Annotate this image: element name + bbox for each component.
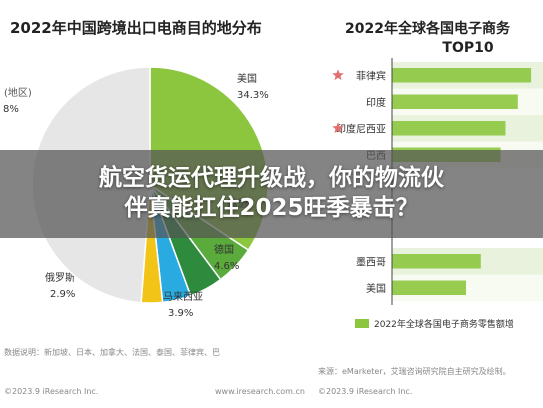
pie-slice-label: 俄罗斯 [45,271,75,284]
left-footer-url: www.iresearch.com.cn [215,387,305,396]
bar-category-label: 墨西哥 [356,256,386,268]
pie-slice-label: 德国 [214,243,234,256]
left-notes: 数据说明：新加坡、日本、加拿大、法国、泰国、菲律宾、巴 [4,347,220,357]
bar [392,121,506,136]
right-chart-title: 2022年全球各国电子商务 [345,20,511,37]
bar [392,68,532,83]
bar [392,94,518,109]
bar [392,280,466,295]
bar-category-label: 美国 [366,282,386,295]
bar-category-label: 印度尼西亚 [336,122,386,135]
headline-line-1: 航空货运代理升级战，你的物流伙 [99,165,444,191]
pie-slice-value: 8% [3,104,19,115]
bar [392,254,481,269]
left-chart-title: 2022年中国跨境出口电商目的地分布 [10,19,262,37]
headline-line-2: 伴真能扛住2025旺季暴击？ [124,195,419,221]
right-source: ©2023.9 iResearch Inc. [318,387,412,396]
pie-slice-value: 2.9% [50,289,75,300]
pie-slice-label: 马来西亚 [163,291,203,303]
star-icon [332,69,344,81]
right-chart-subtitle: TOP10 [442,40,493,56]
pie-slice-value: 3.9% [168,308,193,319]
bar-category-label: 印度 [366,96,386,109]
pie-slice-value: 4.6% [214,261,239,272]
pie-legend-fragment: (地区) [4,86,32,99]
bar-legend-swatch [355,319,369,328]
headline-banner [0,150,543,238]
pie-slice-value: 34.3% [237,90,269,101]
bar-chart: 菲律宾印度印度尼西亚巴西墨西哥美国 [332,58,543,305]
headline: 航空货运代理升级战，你的物流伙 伴真能扛住2025旺季暴击？ [0,163,543,223]
right-notes: 来源：eMarketer，艾瑞咨询研究院自主研究及绘制。 [318,366,511,376]
star-icon [332,122,344,134]
bar-legend-label: 2022年全球各国电子商务零售额增 [374,318,514,330]
pie-slice-label: 美国 [237,72,257,85]
bar-category-label: 菲律宾 [356,69,386,82]
left-source: ©2023.9 iResearch Inc. [4,387,98,396]
